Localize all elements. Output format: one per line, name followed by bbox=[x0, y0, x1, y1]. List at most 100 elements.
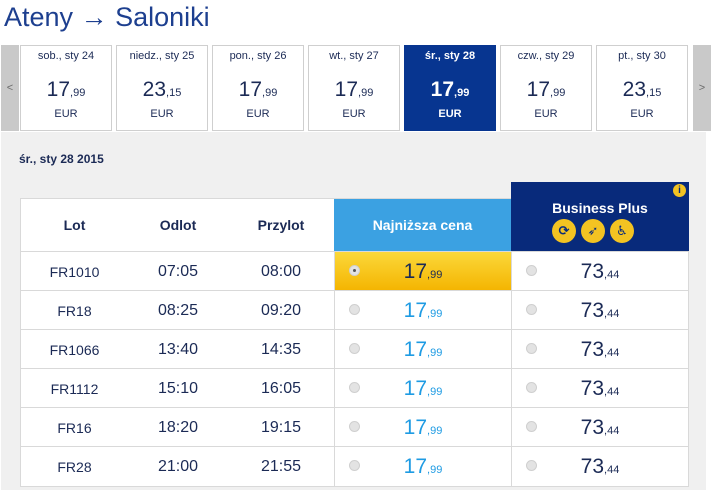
lowest-fare-radio[interactable] bbox=[349, 421, 360, 432]
business-fare-main: 73 bbox=[580, 415, 605, 439]
lowest-fare-cents: ,99 bbox=[427, 346, 443, 359]
route-arrow: → bbox=[80, 2, 108, 32]
day-label: śr., sty 28 bbox=[424, 50, 476, 62]
lowest-fare-radio[interactable] bbox=[349, 265, 360, 276]
business-fare-cell[interactable]: 73,44 bbox=[511, 447, 688, 486]
day-label: pon., sty 26 bbox=[229, 50, 287, 62]
day-currency: EUR bbox=[630, 108, 654, 120]
day-price-main: 23 bbox=[142, 78, 167, 101]
business-fare-main: 73 bbox=[580, 337, 605, 361]
day-price-main: 17 bbox=[526, 78, 551, 101]
lowest-fare-cents: ,99 bbox=[427, 463, 443, 476]
arrival-time: 09:20 bbox=[260, 301, 302, 319]
lowest-fare-cell[interactable]: 17,99 bbox=[334, 252, 511, 291]
day-price: 17,99 bbox=[213, 78, 303, 102]
lowest-fare-price: 17,99 bbox=[404, 377, 443, 401]
lowest-fare-main: 17 bbox=[403, 298, 428, 322]
departure-time: 15:10 bbox=[157, 379, 199, 397]
info-icon[interactable]: i bbox=[673, 184, 686, 197]
lowest-fare-cell[interactable]: 17,99 bbox=[334, 408, 511, 447]
day-tile[interactable]: śr., sty 28 17,99 EUR bbox=[404, 45, 496, 131]
day-price: 17,99 bbox=[309, 78, 399, 102]
departure-time: 13:40 bbox=[157, 340, 199, 358]
business-fare-price: 73,44 bbox=[581, 260, 620, 284]
business-fare-radio[interactable] bbox=[526, 460, 537, 471]
lowest-fare-price: 17,99 bbox=[404, 338, 443, 362]
business-fare-price: 73,44 bbox=[581, 455, 620, 479]
business-fare-cents: ,44 bbox=[604, 346, 620, 359]
lowest-fare-price: 17,99 bbox=[404, 416, 443, 440]
business-fare-cell[interactable]: 73,44 bbox=[511, 330, 688, 369]
day-tile[interactable]: niedz., sty 25 23,15 EUR bbox=[116, 45, 208, 131]
day-price-cents: ,15 bbox=[166, 87, 182, 99]
prev-days-button[interactable]: < bbox=[1, 45, 19, 131]
lowest-fare-price: 17,99 bbox=[404, 455, 443, 479]
business-fare-cell[interactable]: 73,44 bbox=[511, 291, 688, 330]
header-flight: Lot bbox=[63, 217, 86, 233]
lowest-fare-main: 17 bbox=[403, 337, 428, 361]
flight-row: FR28 21:00 21:55 17,99 73,44 bbox=[21, 446, 688, 486]
day-price: 23,15 bbox=[117, 78, 207, 102]
business-fare-radio[interactable] bbox=[526, 265, 537, 276]
lowest-fare-radio[interactable] bbox=[349, 460, 360, 471]
next-days-button[interactable]: > bbox=[693, 45, 711, 131]
origin-city: Ateny bbox=[4, 2, 74, 32]
route-title: Ateny → Saloniki bbox=[4, 2, 210, 33]
flight-number: FR18 bbox=[57, 302, 92, 319]
lowest-fare-cell[interactable]: 17,99 bbox=[334, 291, 511, 330]
arrival-time: 21:55 bbox=[260, 457, 302, 475]
flight-number: FR1066 bbox=[49, 341, 100, 358]
selected-date-heading: śr., sty 28 2015 bbox=[19, 152, 104, 166]
business-fare-main: 73 bbox=[580, 376, 605, 400]
business-fare-radio[interactable] bbox=[526, 421, 537, 432]
day-tile[interactable]: czw., sty 29 17,99 EUR bbox=[500, 45, 592, 131]
lowest-fare-main: 17 bbox=[403, 454, 428, 478]
business-fare-price: 73,44 bbox=[581, 299, 620, 323]
lowest-fare-cents: ,99 bbox=[427, 385, 443, 398]
departure-time: 07:05 bbox=[157, 262, 199, 280]
business-fare-radio[interactable] bbox=[526, 304, 537, 315]
flight-row: FR1010 07:05 08:00 17,99 73,44 bbox=[21, 251, 688, 291]
business-fare-main: 73 bbox=[580, 259, 605, 283]
business-plus-title: Business Plus bbox=[552, 200, 648, 216]
business-fare-cell[interactable]: 73,44 bbox=[511, 408, 688, 447]
day-price-cents: ,99 bbox=[550, 87, 566, 99]
day-price-main: 23 bbox=[622, 78, 647, 101]
day-tile[interactable]: sob., sty 24 17,99 EUR bbox=[20, 45, 112, 131]
lowest-fare-cell[interactable]: 17,99 bbox=[334, 369, 511, 408]
day-label: pt., sty 30 bbox=[618, 50, 666, 62]
lowest-fare-cents: ,99 bbox=[427, 424, 443, 437]
lowest-fare-main: 17 bbox=[403, 415, 428, 439]
business-fare-price: 73,44 bbox=[581, 338, 620, 362]
day-price: 17,99 bbox=[501, 78, 591, 102]
day-tile[interactable]: wt., sty 27 17,99 EUR bbox=[308, 45, 400, 131]
day-label: wt., sty 27 bbox=[329, 50, 379, 62]
business-fare-main: 73 bbox=[580, 298, 605, 322]
header-arrival: Przylot bbox=[257, 217, 305, 233]
day-tile[interactable]: pon., sty 26 17,99 EUR bbox=[212, 45, 304, 131]
day-price-main: 17 bbox=[430, 78, 455, 101]
lowest-fare-cell[interactable]: 17,99 bbox=[334, 330, 511, 369]
flight-row: FR18 08:25 09:20 17,99 73,44 bbox=[21, 290, 688, 330]
day-currency: EUR bbox=[150, 108, 174, 120]
business-fare-radio[interactable] bbox=[526, 343, 537, 354]
business-fare-cents: ,44 bbox=[604, 424, 620, 437]
departure-time: 21:00 bbox=[157, 457, 199, 475]
lowest-fare-radio[interactable] bbox=[349, 304, 360, 315]
day-price: 17,99 bbox=[21, 78, 111, 102]
lowest-fare-radio[interactable] bbox=[349, 382, 360, 393]
day-tile[interactable]: pt., sty 30 23,15 EUR bbox=[596, 45, 688, 131]
day-currency: EUR bbox=[342, 108, 366, 120]
day-price: 17,99 bbox=[405, 78, 495, 102]
business-fare-radio[interactable] bbox=[526, 382, 537, 393]
lowest-fare-cell[interactable]: 17,99 bbox=[334, 447, 511, 486]
lowest-fare-cents: ,99 bbox=[427, 268, 443, 281]
lowest-fare-radio[interactable] bbox=[349, 343, 360, 354]
business-fare-cell[interactable]: 73,44 bbox=[511, 369, 688, 408]
day-price-cents: ,99 bbox=[358, 87, 374, 99]
flight-number: FR1010 bbox=[49, 263, 100, 280]
day-price-main: 17 bbox=[238, 78, 263, 101]
business-fare-cell[interactable]: 73,44 bbox=[511, 252, 688, 291]
header-lowest-fare: Najniższa cena bbox=[334, 199, 511, 251]
flight-number: FR16 bbox=[57, 419, 92, 436]
